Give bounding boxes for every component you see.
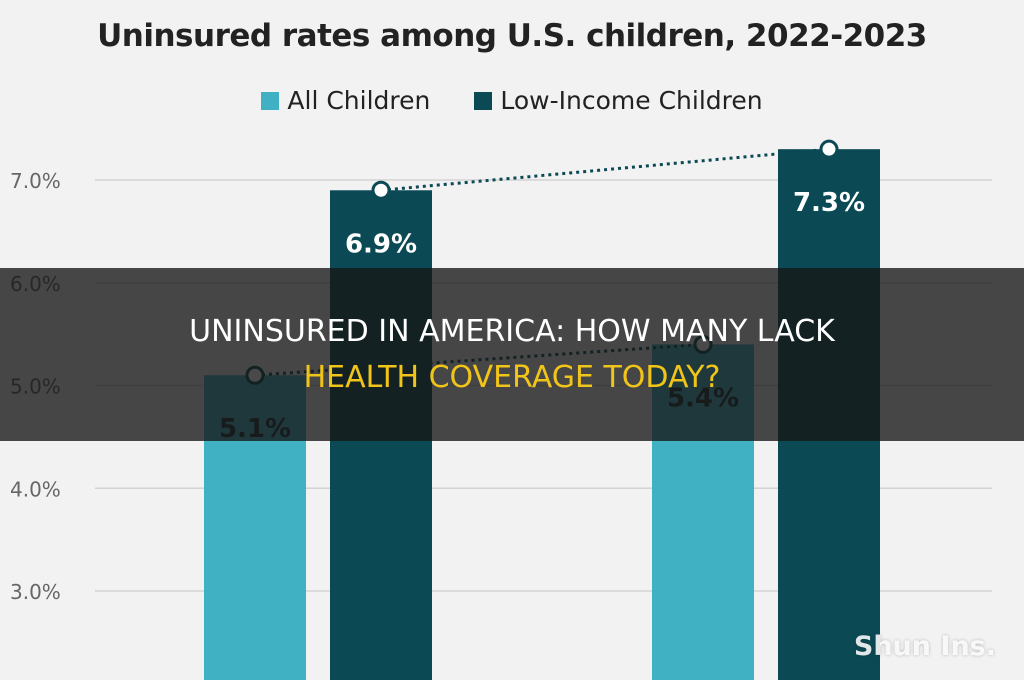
legend-swatch-low-income-children <box>474 91 493 110</box>
legend: All Children Low-Income Children <box>0 86 1024 115</box>
data-label: 6.9% <box>345 229 417 259</box>
legend-item-all-children: All Children <box>261 86 430 115</box>
legend-label-low-income-children: Low-Income Children <box>500 86 763 115</box>
data-label: 7.3% <box>793 188 865 218</box>
trend-marker <box>371 180 391 200</box>
legend-label-all-children: All Children <box>287 86 431 115</box>
chart-title: Uninsured rates among U.S. children, 202… <box>97 18 927 54</box>
y-tick-label: 4.0% <box>10 477 61 501</box>
trend-connector <box>380 147 830 192</box>
headline-line-1: UNINSURED IN AMERICA: HOW MANY LACK <box>189 313 835 349</box>
watermark-logo: Shun Ins. <box>853 631 996 662</box>
y-tick-label: 3.0% <box>10 580 61 604</box>
y-tick-label: 7.0% <box>10 169 61 193</box>
legend-swatch-all-children <box>261 91 280 110</box>
trend-marker <box>819 139 839 159</box>
headline-line-2: HEALTH COVERAGE TODAY? <box>303 359 721 395</box>
headline-banner: UNINSURED IN AMERICA: HOW MANY LACK HEAL… <box>0 268 1024 441</box>
legend-item-low-income-children: Low-Income Children <box>474 86 763 115</box>
